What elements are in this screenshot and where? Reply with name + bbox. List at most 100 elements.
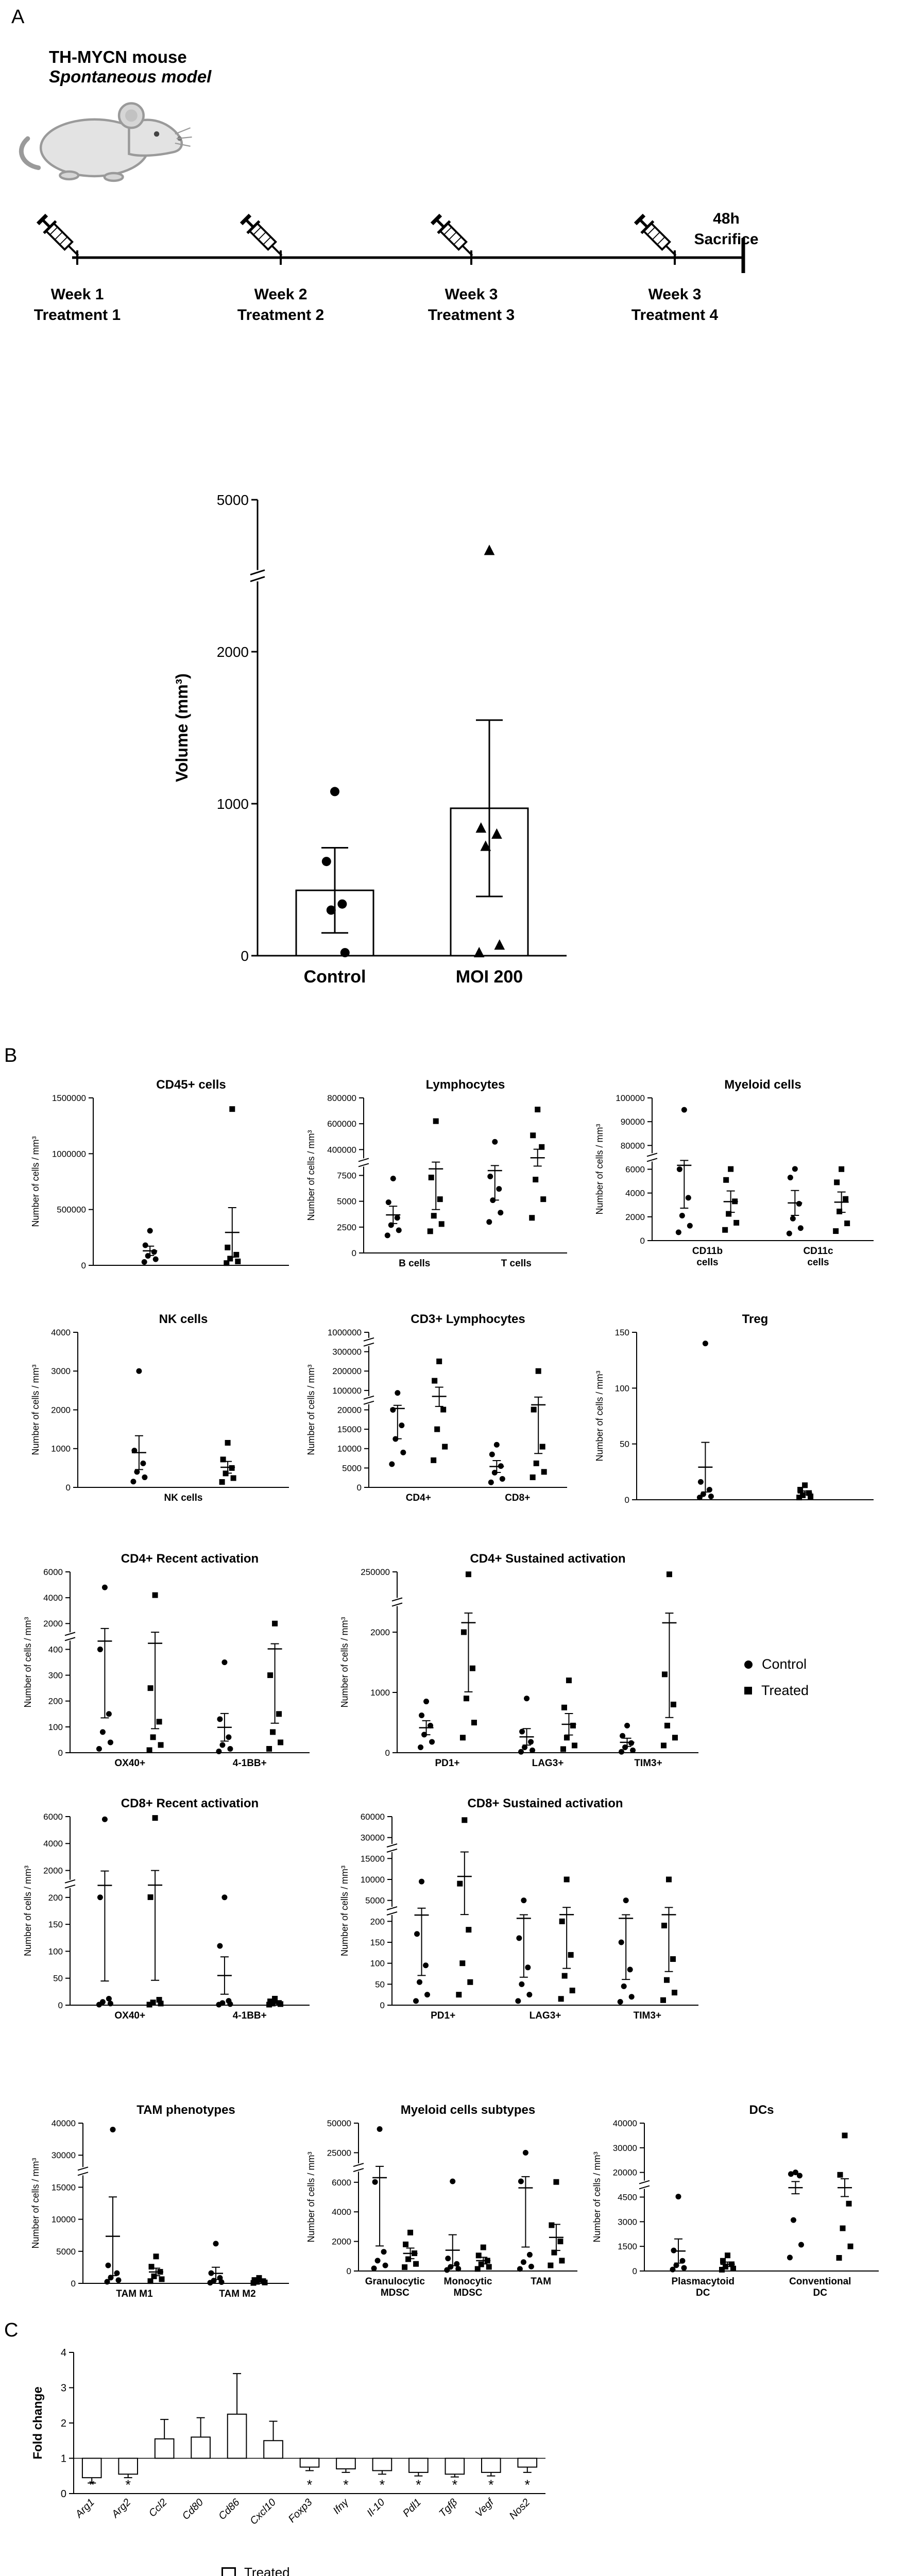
group-legend: Control Treated [744, 1656, 809, 1709]
legend-treated-label: Treated [761, 1683, 809, 1698]
svg-text:4000: 4000 [625, 1189, 645, 1198]
dcs-chart: 0 1500 3000 4500 20000 30000 40000 DCs Number of… [590, 2099, 886, 2313]
svg-text:Number of cells / mm³: Number of cells / mm³ [30, 1364, 41, 1455]
svg-text:Conventional: Conventional [789, 2276, 851, 2287]
svg-text:150: 150 [370, 1938, 385, 1947]
svg-text:30000: 30000 [613, 2143, 637, 2153]
svg-text:PD1+: PD1+ [435, 1758, 459, 1769]
timeline-label-week3: Week 3 Treatment 3 [404, 284, 538, 326]
cd3-lymphocytes-chart: 0 5000 10000 15000 20000 100000 200000 300000 10… [304, 1309, 574, 1517]
svg-text:Number of cells / mm³: Number of cells / mm³ [30, 1136, 41, 1227]
treatment-text: Treatment 4 [631, 307, 719, 324]
svg-text:150: 150 [615, 1328, 629, 1337]
cd45-cells-chart: 0 500000 1000000 1500000 CD45+ cells Number o… [28, 1074, 296, 1283]
tumor-volume-chart: 0 1000 2000 5000 Volume (mm³) Control MOI 200 [170, 479, 587, 1005]
nk-cells-chart: 0 1000 2000 3000 4000 NK cells Number of cells… [28, 1309, 296, 1517]
model-subtitle: Spontaneous model [49, 67, 212, 86]
svg-text:15000: 15000 [52, 2182, 76, 2192]
svg-text:2000: 2000 [217, 644, 249, 660]
treatment-text: Treatment 3 [428, 307, 515, 324]
cd8-recent-activation-chart: 0 50 100 150 200 2000 4000 6000 CD8+ Recent acti… [21, 1793, 317, 2035]
svg-text:3000: 3000 [51, 1366, 71, 1376]
panel-a-label: A [11, 6, 25, 28]
chart-svg: 0 1500 3000 4500 20000 30000 40000 DCs Number of… [592, 2103, 879, 2298]
svg-text:50: 50 [620, 1439, 629, 1449]
syringe-icon [430, 213, 478, 261]
svg-text:CD11b: CD11b [692, 1246, 723, 1257]
sacrifice-text: Sacrifice [694, 231, 759, 248]
svg-text:60000: 60000 [361, 1812, 385, 1822]
chart-svg: 0 50 100 150 200 5000 10000 15000 30000 60000 CD8+… [339, 1797, 698, 2021]
svg-text:50: 50 [53, 1974, 63, 1984]
svg-text:1000: 1000 [51, 1444, 71, 1454]
svg-text:200000: 200000 [332, 1366, 362, 1376]
svg-text:Number of cells / mm³: Number of cells / mm³ [23, 1617, 33, 1707]
svg-text:LAG3+: LAG3+ [532, 1758, 564, 1769]
fold-change-chart: 0 1 2 3 4 Fold change * Arg1 * Arg2 Ccl2 Cd80 Cd86 Cx… [28, 2344, 554, 2555]
svg-text:0: 0 [71, 2279, 76, 2289]
svg-text:TAM M2: TAM M2 [219, 2289, 255, 2299]
svg-text:100: 100 [48, 1722, 63, 1732]
svg-text:5000: 5000 [365, 1896, 385, 1906]
chart-svg: 0 50 100 150 200 2000 4000 6000 CD8+ Recent acti… [23, 1797, 310, 2021]
svg-text:400000: 400000 [327, 1145, 356, 1155]
svg-text:150: 150 [48, 1920, 63, 1929]
svg-text:OX40+: OX40+ [114, 2010, 145, 2021]
syringe-icon [36, 213, 84, 261]
mouse-eye [153, 131, 160, 137]
svg-text:5000: 5000 [342, 1463, 362, 1473]
svg-text:MDSC: MDSC [381, 2287, 409, 2298]
svg-text:*: * [380, 2477, 385, 2493]
svg-text:5000: 5000 [217, 492, 249, 508]
svg-text:T cells: T cells [501, 1258, 532, 1269]
legend-control-row: Control [744, 1656, 809, 1672]
svg-text:600000: 600000 [327, 1119, 356, 1129]
svg-text:4000: 4000 [51, 1328, 71, 1337]
svg-text:*: * [488, 2477, 494, 2493]
svg-text:Monocytic: Monocytic [444, 2276, 492, 2287]
svg-text:Il-10: Il-10 [365, 2497, 387, 2519]
cd4-sustained-activation-chart: 0 1000 2000 250000 CD4+ Sustained activation… [337, 1548, 706, 1783]
svg-text:2500: 2500 [337, 1223, 356, 1232]
svg-text:Number of cells / mm³: Number of cells / mm³ [594, 1370, 605, 1461]
svg-text:100: 100 [370, 1959, 385, 1969]
svg-text:*: * [452, 2477, 458, 2493]
week-text: Week 2 [254, 286, 308, 303]
svg-text:300: 300 [48, 1671, 63, 1681]
svg-text:50: 50 [375, 1979, 385, 1989]
svg-text:2000: 2000 [332, 2237, 351, 2247]
svg-text:250000: 250000 [361, 1567, 390, 1577]
svg-text:*: * [89, 2477, 95, 2493]
week-text: Week 1 [50, 286, 104, 303]
svg-text:6000: 6000 [43, 1567, 63, 1577]
svg-text:1000: 1000 [370, 1688, 390, 1698]
svg-text:3: 3 [61, 2383, 66, 2394]
treg-chart: 0 50 100 150 Treg Number of cells / mm³ [592, 1309, 881, 1517]
svg-text:Number of cells / mm³: Number of cells / mm³ [306, 1364, 316, 1455]
svg-text:0: 0 [61, 2488, 66, 2500]
sacrifice-label: 48h Sacrifice [664, 209, 788, 250]
cd4-recent-activation-chart: 0 100 200 300 400 2000 4000 6000 CD4+ Recent act… [21, 1548, 317, 1783]
svg-text:CD3+ Lymphocytes: CD3+ Lymphocytes [411, 1312, 525, 1326]
svg-text:4000: 4000 [43, 1839, 63, 1849]
svg-text:TAM M1: TAM M1 [116, 2289, 153, 2299]
treatment-timeline [21, 170, 745, 273]
panel-b-label: B [4, 1045, 18, 1066]
svg-text:200: 200 [48, 1697, 63, 1706]
svg-text:80000: 80000 [621, 1141, 645, 1150]
chart-svg: 0 1000 2000 5000 Volume (mm³) Control MOI 200 [173, 492, 567, 987]
svg-text:50000: 50000 [327, 2119, 351, 2128]
svg-text:TIM3+: TIM3+ [634, 2010, 661, 2021]
svg-text:Lymphocytes: Lymphocytes [426, 1078, 505, 1092]
svg-text:0: 0 [357, 1483, 362, 1493]
svg-text:4-1BB+: 4-1BB+ [233, 1758, 267, 1769]
svg-text:30000: 30000 [52, 2150, 76, 2160]
svg-text:0: 0 [58, 2001, 63, 2010]
svg-text:10000: 10000 [361, 1875, 385, 1885]
svg-text:Number of cells / mm³: Number of cells / mm³ [306, 2151, 316, 2242]
svg-text:2: 2 [61, 2418, 66, 2429]
svg-text:TAM: TAM [531, 2276, 551, 2287]
svg-text:25000: 25000 [327, 2148, 351, 2158]
svg-text:Number of cells / mm³: Number of cells / mm³ [30, 2158, 41, 2248]
svg-text:Cd86: Cd86 [216, 2496, 242, 2522]
